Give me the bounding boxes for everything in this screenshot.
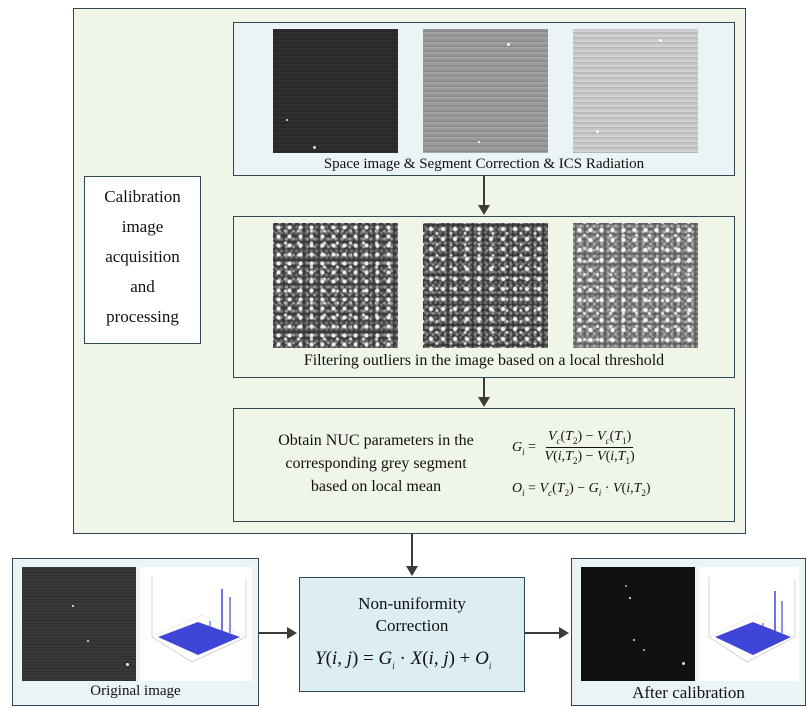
side-label-line-4: and xyxy=(130,277,155,296)
original-3d-surface-plot xyxy=(140,567,252,681)
light-striped-ics-radiation-image xyxy=(573,29,698,153)
side-label-line-5: processing xyxy=(106,307,179,326)
arrow-step1-to-step2 xyxy=(483,176,485,206)
arrow-head-4 xyxy=(287,627,297,639)
arrow-original-to-nuc xyxy=(259,632,287,634)
arrow-head-3 xyxy=(406,566,418,576)
offset-formula: Oi = Vc(T2) − Gi · V(i,T2) xyxy=(512,481,651,498)
gain-formula: Gi = Vc(T2) − Vc(T1) V(i,T2) − V(i,T1) xyxy=(512,429,635,466)
speckled-filtered-image-3 xyxy=(573,223,698,348)
step3-box: Obtain NUC parameters in the correspondi… xyxy=(233,408,735,522)
arrow-panel-to-nuc xyxy=(411,534,413,567)
after-calibration-box: After calibration xyxy=(571,558,806,706)
step2-box: Filtering outliers in the image based on… xyxy=(233,216,735,378)
nuc-formula: Y(i, j) = Gi · X(i, j) + Oi xyxy=(315,648,492,671)
step3-text-line-1: Obtain NUC parameters in the xyxy=(278,432,474,449)
side-label-line-2: image xyxy=(121,217,164,236)
step3-text-line-2: corresponding grey segment xyxy=(285,455,467,472)
calibrated-image xyxy=(581,567,695,681)
arrow-head-5 xyxy=(559,627,569,639)
side-label-line-3: acquisition xyxy=(105,247,180,266)
step1-box: Space image & Segment Correction & ICS R… xyxy=(233,22,735,176)
speckled-filtered-image-2 xyxy=(423,223,548,348)
original-image-caption: Original image xyxy=(90,683,181,699)
nuc-box: Non-uniformity Correction Y(i, j) = Gi ·… xyxy=(299,577,525,692)
nuc-title-line-2: Correction xyxy=(375,616,449,635)
step3-text-line-3: based on local mean xyxy=(310,478,442,495)
step1-caption: Space image & Segment Correction & ICS R… xyxy=(323,156,645,172)
step2-caption: Filtering outliers in the image based on… xyxy=(303,352,665,369)
speckled-filtered-image-1 xyxy=(273,223,398,348)
nuc-title-line-1: Non-uniformity xyxy=(358,594,466,613)
after-calibration-caption: After calibration xyxy=(632,683,745,702)
arrow-head-1 xyxy=(478,205,490,215)
arrow-step2-to-step3 xyxy=(483,378,485,398)
dark-striped-space-image xyxy=(273,29,398,153)
original-image-box: Original image xyxy=(12,558,259,706)
arrow-head-2 xyxy=(478,397,490,407)
calibrated-3d-surface-plot xyxy=(699,567,799,681)
original-striped-image xyxy=(22,567,136,681)
gray-striped-corrected-image xyxy=(423,29,548,153)
arrow-nuc-to-after xyxy=(525,632,559,634)
side-label-box: Calibration image acquisition and proces… xyxy=(84,176,201,344)
side-label-line-1: Calibration xyxy=(104,187,181,206)
